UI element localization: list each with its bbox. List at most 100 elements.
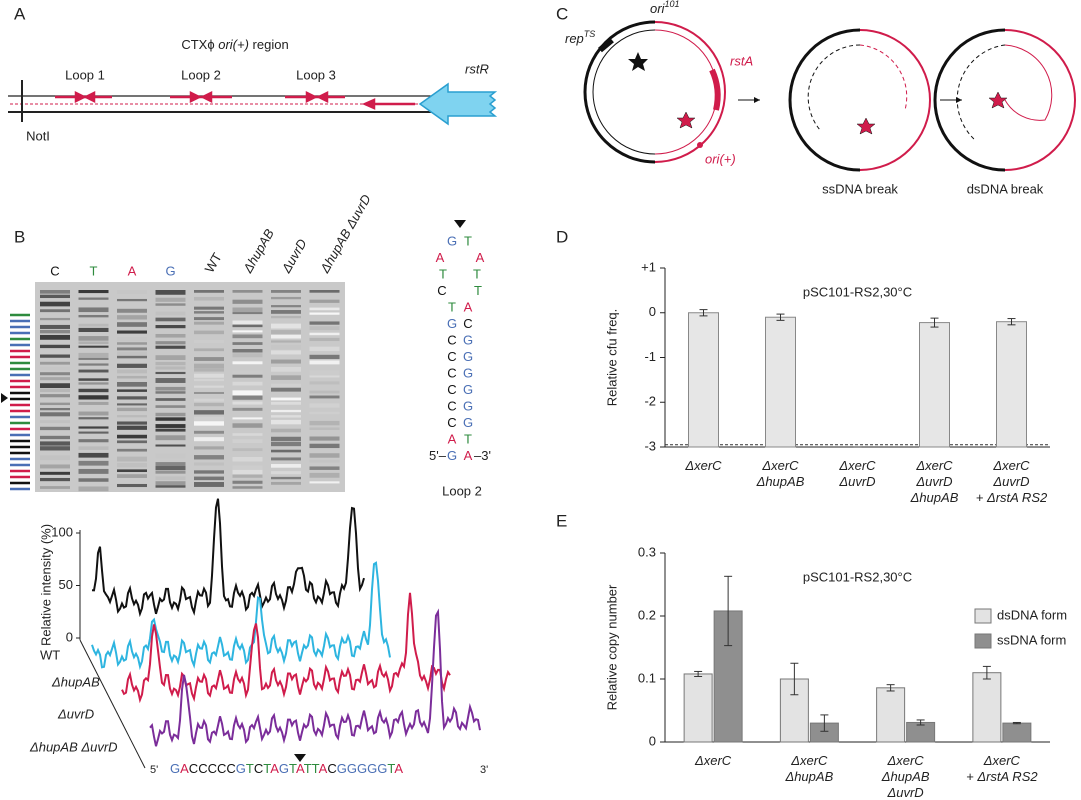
error-bar [886, 684, 895, 692]
nucleotide: G [463, 349, 473, 364]
nucleotide: C [437, 283, 446, 298]
lane-label: T [90, 263, 98, 278]
nucleotide: G [463, 332, 473, 347]
gel-band [271, 471, 301, 475]
loop-label: Loop 2 [181, 67, 221, 82]
gel-band [155, 386, 186, 391]
gel-band [232, 407, 263, 411]
gel-band [232, 349, 263, 353]
gel-band [194, 357, 224, 361]
error-bar [694, 670, 703, 677]
gel-band [194, 482, 224, 487]
label-line: ΔhupAB [756, 474, 805, 489]
gel-band [40, 301, 70, 307]
gel-band [155, 485, 186, 488]
gel-band [155, 303, 186, 306]
gel-band [78, 363, 109, 366]
gel-band [232, 417, 263, 420]
gel-band [155, 317, 186, 322]
label-line: ΔxerC [684, 458, 722, 473]
gel-band [232, 457, 263, 462]
gel-band [309, 290, 340, 293]
gel-band [271, 366, 301, 372]
gel-band [117, 389, 147, 392]
gel-band [271, 401, 301, 405]
bar [996, 321, 1027, 448]
gel-band [155, 466, 186, 471]
gel-band [271, 290, 301, 293]
gel-band [271, 296, 301, 300]
gel-band [117, 381, 147, 387]
nucleotide: A [464, 448, 473, 463]
text-part: ori [650, 1, 666, 16]
strand-end: –3' [474, 448, 491, 463]
gel-band [271, 481, 301, 485]
x-tick-label: ΔxerC ΔuvrD ΔhupAB [910, 458, 959, 505]
gel-band [271, 315, 301, 319]
trace-label: ΔhupAB [51, 674, 100, 689]
error-bar [790, 662, 799, 696]
text-part: rep [565, 31, 584, 46]
gel-band [155, 297, 186, 302]
gel-band [271, 375, 301, 380]
gel-band [78, 314, 109, 318]
gel-band [271, 409, 301, 413]
gel-band [40, 324, 70, 329]
gel-band [232, 390, 263, 396]
gel-band [194, 410, 224, 415]
gel-band [271, 387, 301, 392]
y-tick-label: -1 [644, 349, 656, 364]
nucleotide: C [447, 349, 456, 364]
intensity-trace [149, 608, 481, 747]
gel-band [309, 411, 340, 415]
nucleotide: T [464, 431, 472, 446]
gel-band [40, 354, 70, 358]
gel-band [309, 375, 340, 378]
gel-band [155, 470, 186, 474]
lane-label: WT [202, 250, 225, 275]
nucleotide: C [463, 316, 472, 331]
nucleotide: G [463, 365, 473, 380]
gel-band [232, 353, 263, 358]
gel-band [78, 452, 109, 458]
gel-band [309, 453, 340, 458]
nucleotide: T [439, 266, 447, 281]
gel-band [40, 294, 70, 299]
y-tick-label: -2 [644, 394, 656, 409]
gel-band [155, 378, 186, 383]
gel-band [232, 320, 263, 325]
gel-band [40, 361, 70, 365]
gel-band [271, 415, 301, 418]
gel-band [194, 378, 224, 382]
gel-band [194, 476, 224, 481]
label-line: ΔuvrD [887, 785, 924, 800]
error-bar [982, 665, 991, 680]
gel-band [232, 299, 263, 304]
nucleotide: T [473, 266, 481, 281]
gel-band [78, 395, 109, 400]
gel-band [78, 327, 109, 333]
hairpin: G TA AT TC TT AG CC GC GC GC GC GC GA TG A5'– –3' [429, 220, 491, 463]
gel-band [155, 405, 186, 408]
gel-band [117, 369, 147, 374]
gel-band [155, 391, 186, 394]
position-marker [1, 393, 8, 403]
gel-band [40, 435, 70, 440]
gel-band [309, 395, 340, 399]
gel-band [232, 381, 263, 386]
bar [919, 322, 950, 448]
gel-band [309, 307, 340, 311]
nucleotide: G [447, 233, 457, 248]
label-line: ΔhupAB [784, 769, 833, 784]
gel-band [40, 334, 70, 340]
gel-band [309, 370, 340, 376]
gel-band [194, 470, 224, 474]
tick-label: 100 [51, 524, 73, 539]
gel-band [194, 306, 224, 310]
label-line: ΔhupAB [910, 490, 959, 505]
gel-band [155, 311, 186, 316]
panel-label: B [14, 227, 25, 246]
gel-band [117, 403, 147, 406]
gel-band [40, 477, 70, 482]
gel-band [194, 311, 224, 314]
